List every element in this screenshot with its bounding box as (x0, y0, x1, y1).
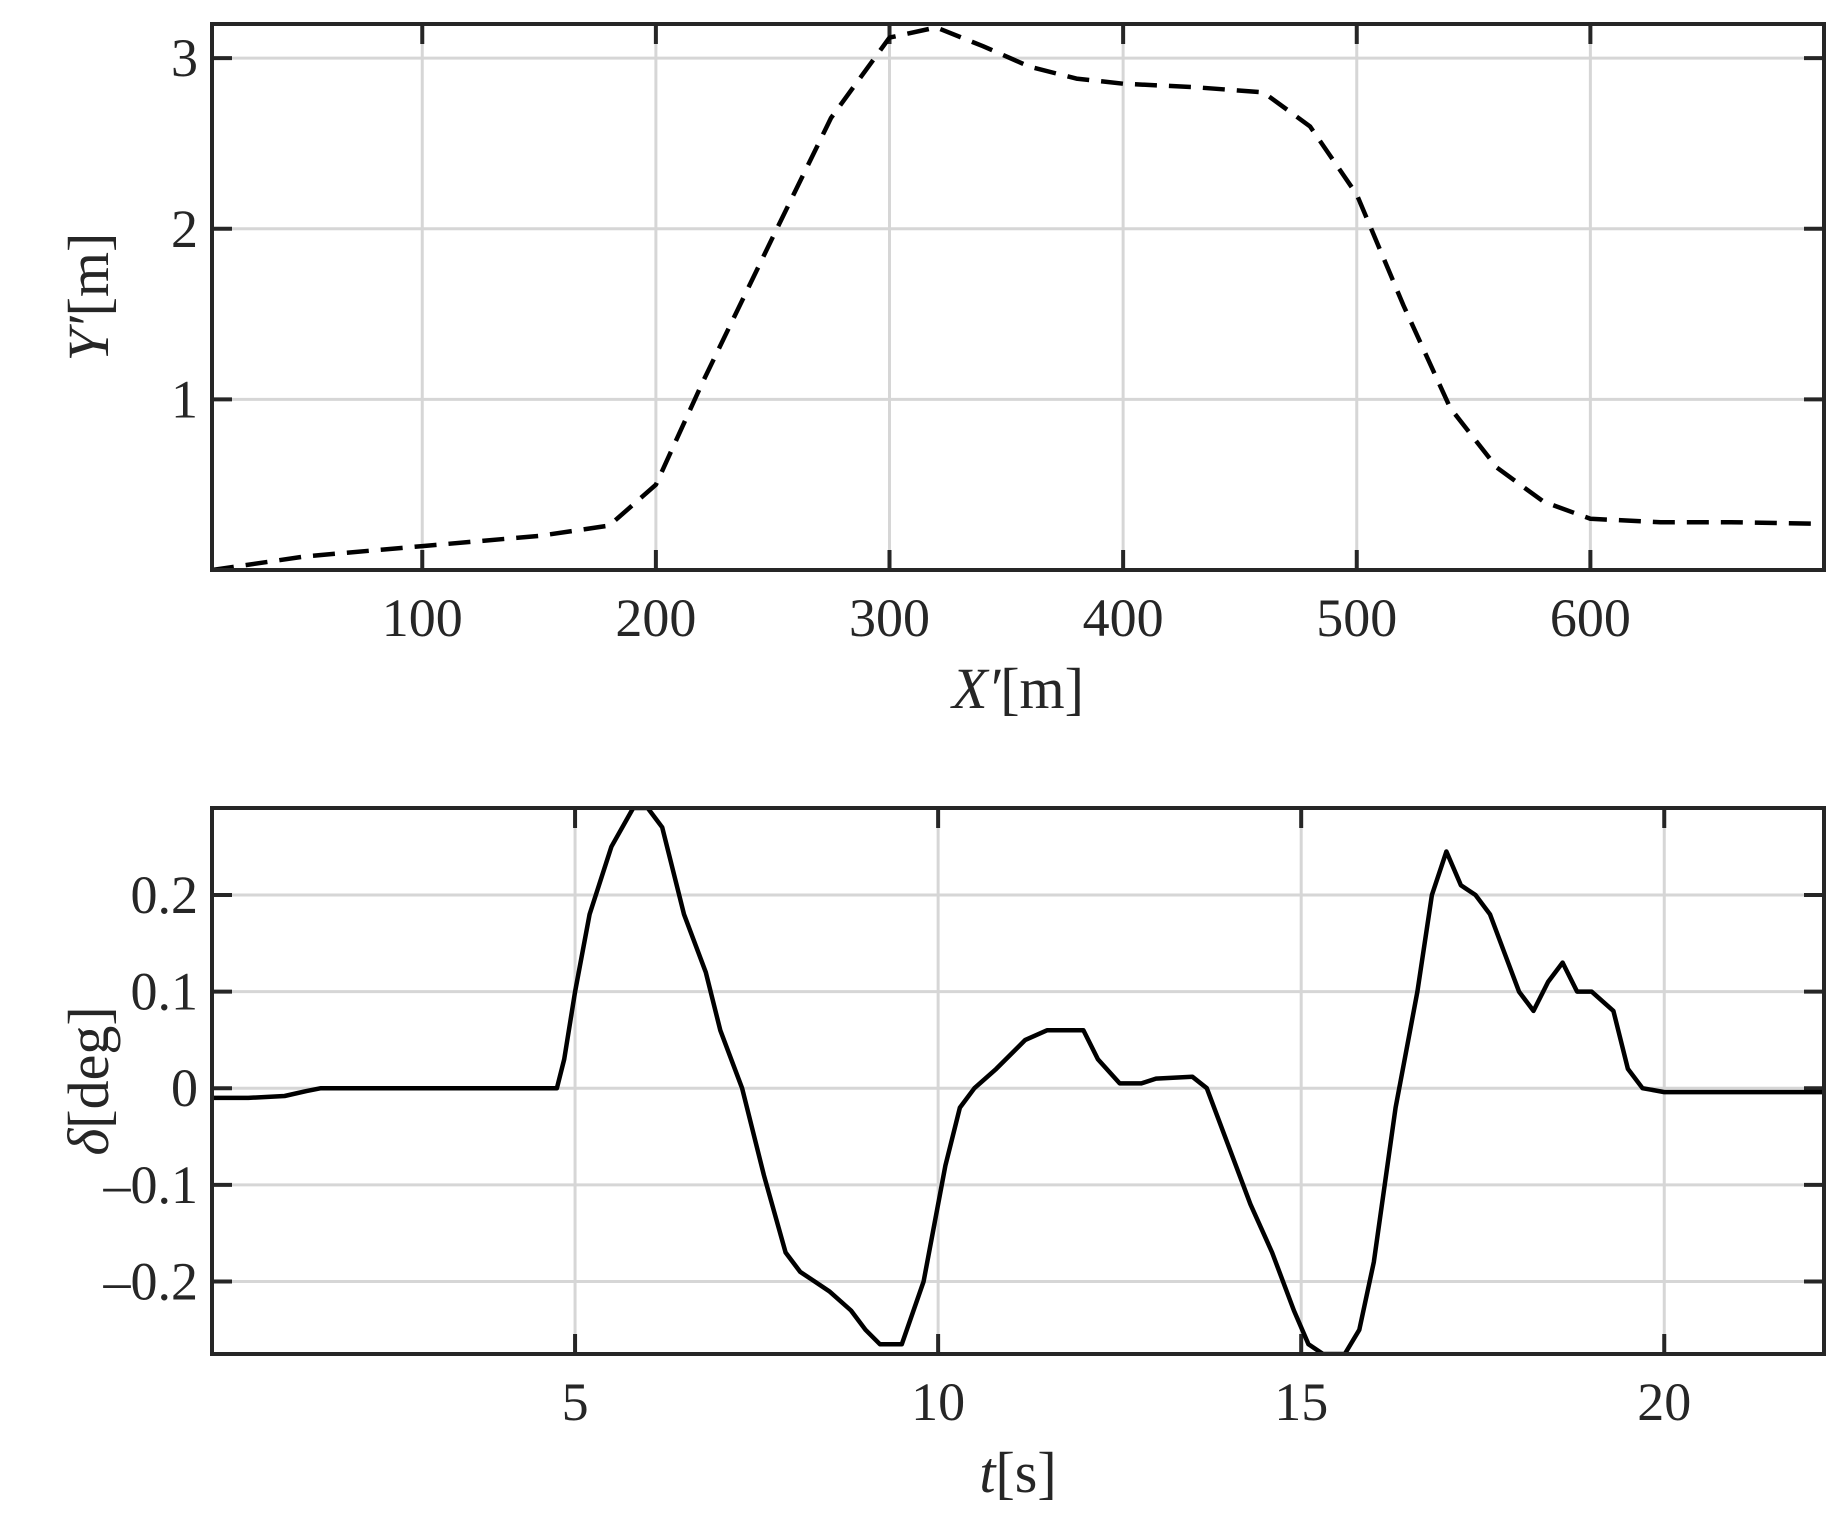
bottom-panel-steering: 5 10 15 20 0.2 0.1 0 –0.1 –0.2 t[s] δ[deg] (56, 806, 1826, 1505)
top-panel-tick-labels: 100 200 300 400 500 600 1 2 3 (171, 28, 1631, 648)
top-panel-x-tick-label: 600 (1550, 588, 1631, 648)
bottom-panel-y-tick-label: 0.1 (131, 962, 199, 1022)
bottom-panel-data-line (212, 808, 1824, 1354)
bottom-panel-y-tick-label: 0 (171, 1058, 198, 1118)
bottom-panel-ticks (212, 808, 1824, 1354)
top-panel-data-line (212, 25, 1824, 570)
bottom-panel-tick-labels: 5 10 15 20 0.2 0.1 0 –0.1 –0.2 (103, 865, 1692, 1432)
top-panel-grid (212, 24, 1824, 570)
top-panel-axes-box (210, 22, 1826, 572)
top-panel-y-tick-label: 2 (171, 199, 198, 259)
bottom-panel-x-tick-label: 15 (1274, 1372, 1328, 1432)
top-panel-x-axis-label: X′[m] (950, 656, 1084, 721)
bottom-panel-y-tick-label: 0.2 (131, 865, 199, 925)
top-panel-x-tick-label: 300 (849, 588, 930, 648)
top-panel-trajectory: 100 200 300 400 500 600 1 2 3 X′[m] Y′[m] (56, 22, 1826, 721)
top-panel-y-tick-label: 3 (171, 28, 198, 88)
bottom-panel-x-tick-label: 10 (911, 1372, 965, 1432)
bottom-panel-axes-box (210, 806, 1826, 1356)
top-panel-y-tick-label: 1 (171, 369, 198, 429)
top-panel-x-tick-label: 500 (1316, 588, 1397, 648)
bottom-panel-x-tick-label: 5 (562, 1372, 589, 1432)
bottom-panel-lines (212, 808, 1824, 1354)
bottom-panel-y-axis-label: δ[deg] (56, 1006, 121, 1155)
bottom-panel-y-tick-label: –0.1 (103, 1155, 199, 1215)
top-panel-y-axis-label: Y′[m] (56, 233, 121, 362)
bottom-panel-grid (212, 808, 1824, 1354)
bottom-panel-x-tick-label: 20 (1637, 1372, 1691, 1432)
top-panel-x-tick-label: 100 (382, 588, 463, 648)
top-panel-ticks (212, 24, 1824, 570)
bottom-panel-x-axis-label: t[s] (979, 1440, 1056, 1505)
bottom-panel-y-tick-label: –0.2 (103, 1252, 199, 1312)
top-panel-x-tick-label: 200 (615, 588, 696, 648)
top-panel-lines (212, 25, 1824, 570)
top-panel-x-tick-label: 400 (1083, 588, 1164, 648)
